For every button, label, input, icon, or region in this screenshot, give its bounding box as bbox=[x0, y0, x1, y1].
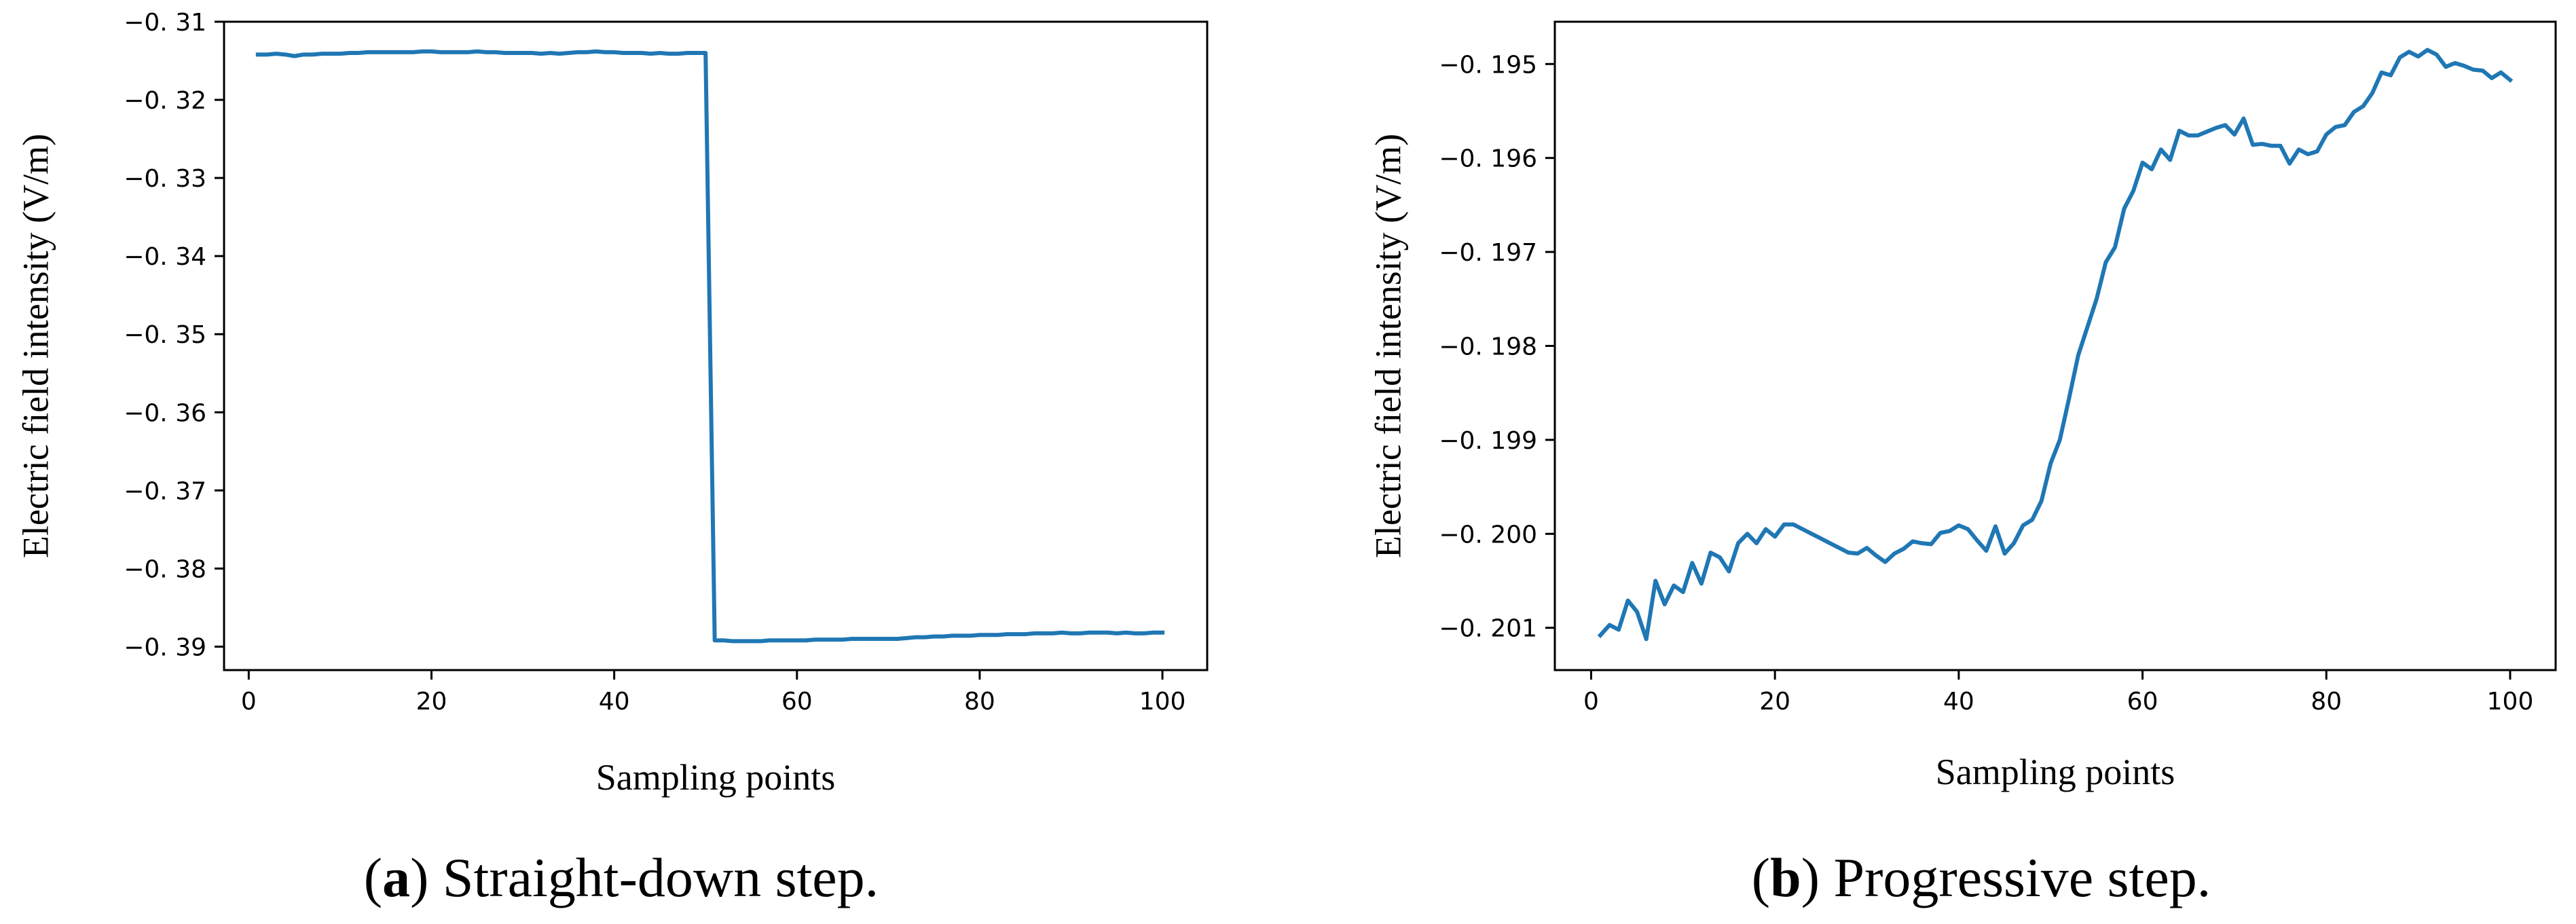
y-tick-label: −0. 200 bbox=[1439, 521, 1537, 549]
caption-letter: b bbox=[1770, 847, 1801, 908]
caption-open: ( bbox=[364, 847, 382, 908]
panel-a: 0 20 40 60 80 100 −0. 31 −0. 32 −0. 33 −0. 34 −0. … bbox=[15, 9, 1209, 908]
x-tick-label: 80 bbox=[2311, 688, 2342, 716]
x-tick-label: 40 bbox=[1943, 688, 1974, 716]
y-tick-label: −0. 201 bbox=[1439, 615, 1537, 643]
panel-b: 0 20 40 60 80 100 −0. 195 −0. 196 −0. 197 −0. 198… bbox=[1367, 20, 2557, 908]
x-tick-label: 0 bbox=[241, 688, 257, 716]
x-tick-label: 60 bbox=[2127, 688, 2158, 716]
y-tick-label: −0. 39 bbox=[124, 633, 206, 661]
y-tick-label: −0. 31 bbox=[124, 9, 206, 37]
x-tick-label: 20 bbox=[416, 688, 447, 716]
y-tick-label: −0. 197 bbox=[1439, 239, 1537, 267]
y-tick-label: −0. 38 bbox=[124, 555, 206, 583]
x-axis-label: Sampling points bbox=[1936, 752, 2175, 792]
x-tick-label: 100 bbox=[1139, 688, 1186, 716]
caption-text: ) Progressive step. bbox=[1801, 847, 2211, 908]
x-tick-label: 0 bbox=[1583, 688, 1599, 716]
y-tick-label: −0. 37 bbox=[124, 477, 206, 505]
y-axis-label: Electric field intensity (V/m) bbox=[15, 134, 56, 558]
x-tick-label: 80 bbox=[964, 688, 995, 716]
x-axis-label: Sampling points bbox=[596, 757, 836, 798]
panel-caption: (b) Progressive step. bbox=[1752, 847, 2211, 908]
y-axis-label: Electric field intensity (V/m) bbox=[1367, 134, 1408, 558]
y-tick-label: −0. 32 bbox=[124, 87, 206, 115]
x-tick-label: 60 bbox=[781, 688, 813, 716]
y-tick-label: −0. 36 bbox=[124, 399, 206, 427]
y-tick-label: −0. 196 bbox=[1439, 145, 1537, 173]
caption-letter: a bbox=[382, 847, 410, 908]
y-tick-label: −0. 198 bbox=[1439, 333, 1537, 361]
caption-open: ( bbox=[1752, 847, 1770, 908]
panel-caption: (a) Straight-down step. bbox=[364, 847, 879, 908]
y-tick-label: −0. 199 bbox=[1439, 427, 1537, 455]
caption-text: ) Straight-down step. bbox=[410, 847, 879, 908]
y-tick-label: −0. 33 bbox=[124, 165, 206, 193]
series-line-0 bbox=[1597, 48, 2514, 642]
x-tick-label: 40 bbox=[599, 688, 630, 716]
x-tick-label: 20 bbox=[1759, 688, 1790, 716]
series-line-0 bbox=[255, 49, 1165, 644]
axes-frame bbox=[223, 20, 1209, 671]
y-tick-label: −0. 34 bbox=[124, 243, 206, 271]
y-tick-label: −0. 195 bbox=[1439, 51, 1537, 79]
x-tick-label: 100 bbox=[2487, 688, 2534, 716]
y-tick-label: −0. 35 bbox=[124, 321, 206, 349]
